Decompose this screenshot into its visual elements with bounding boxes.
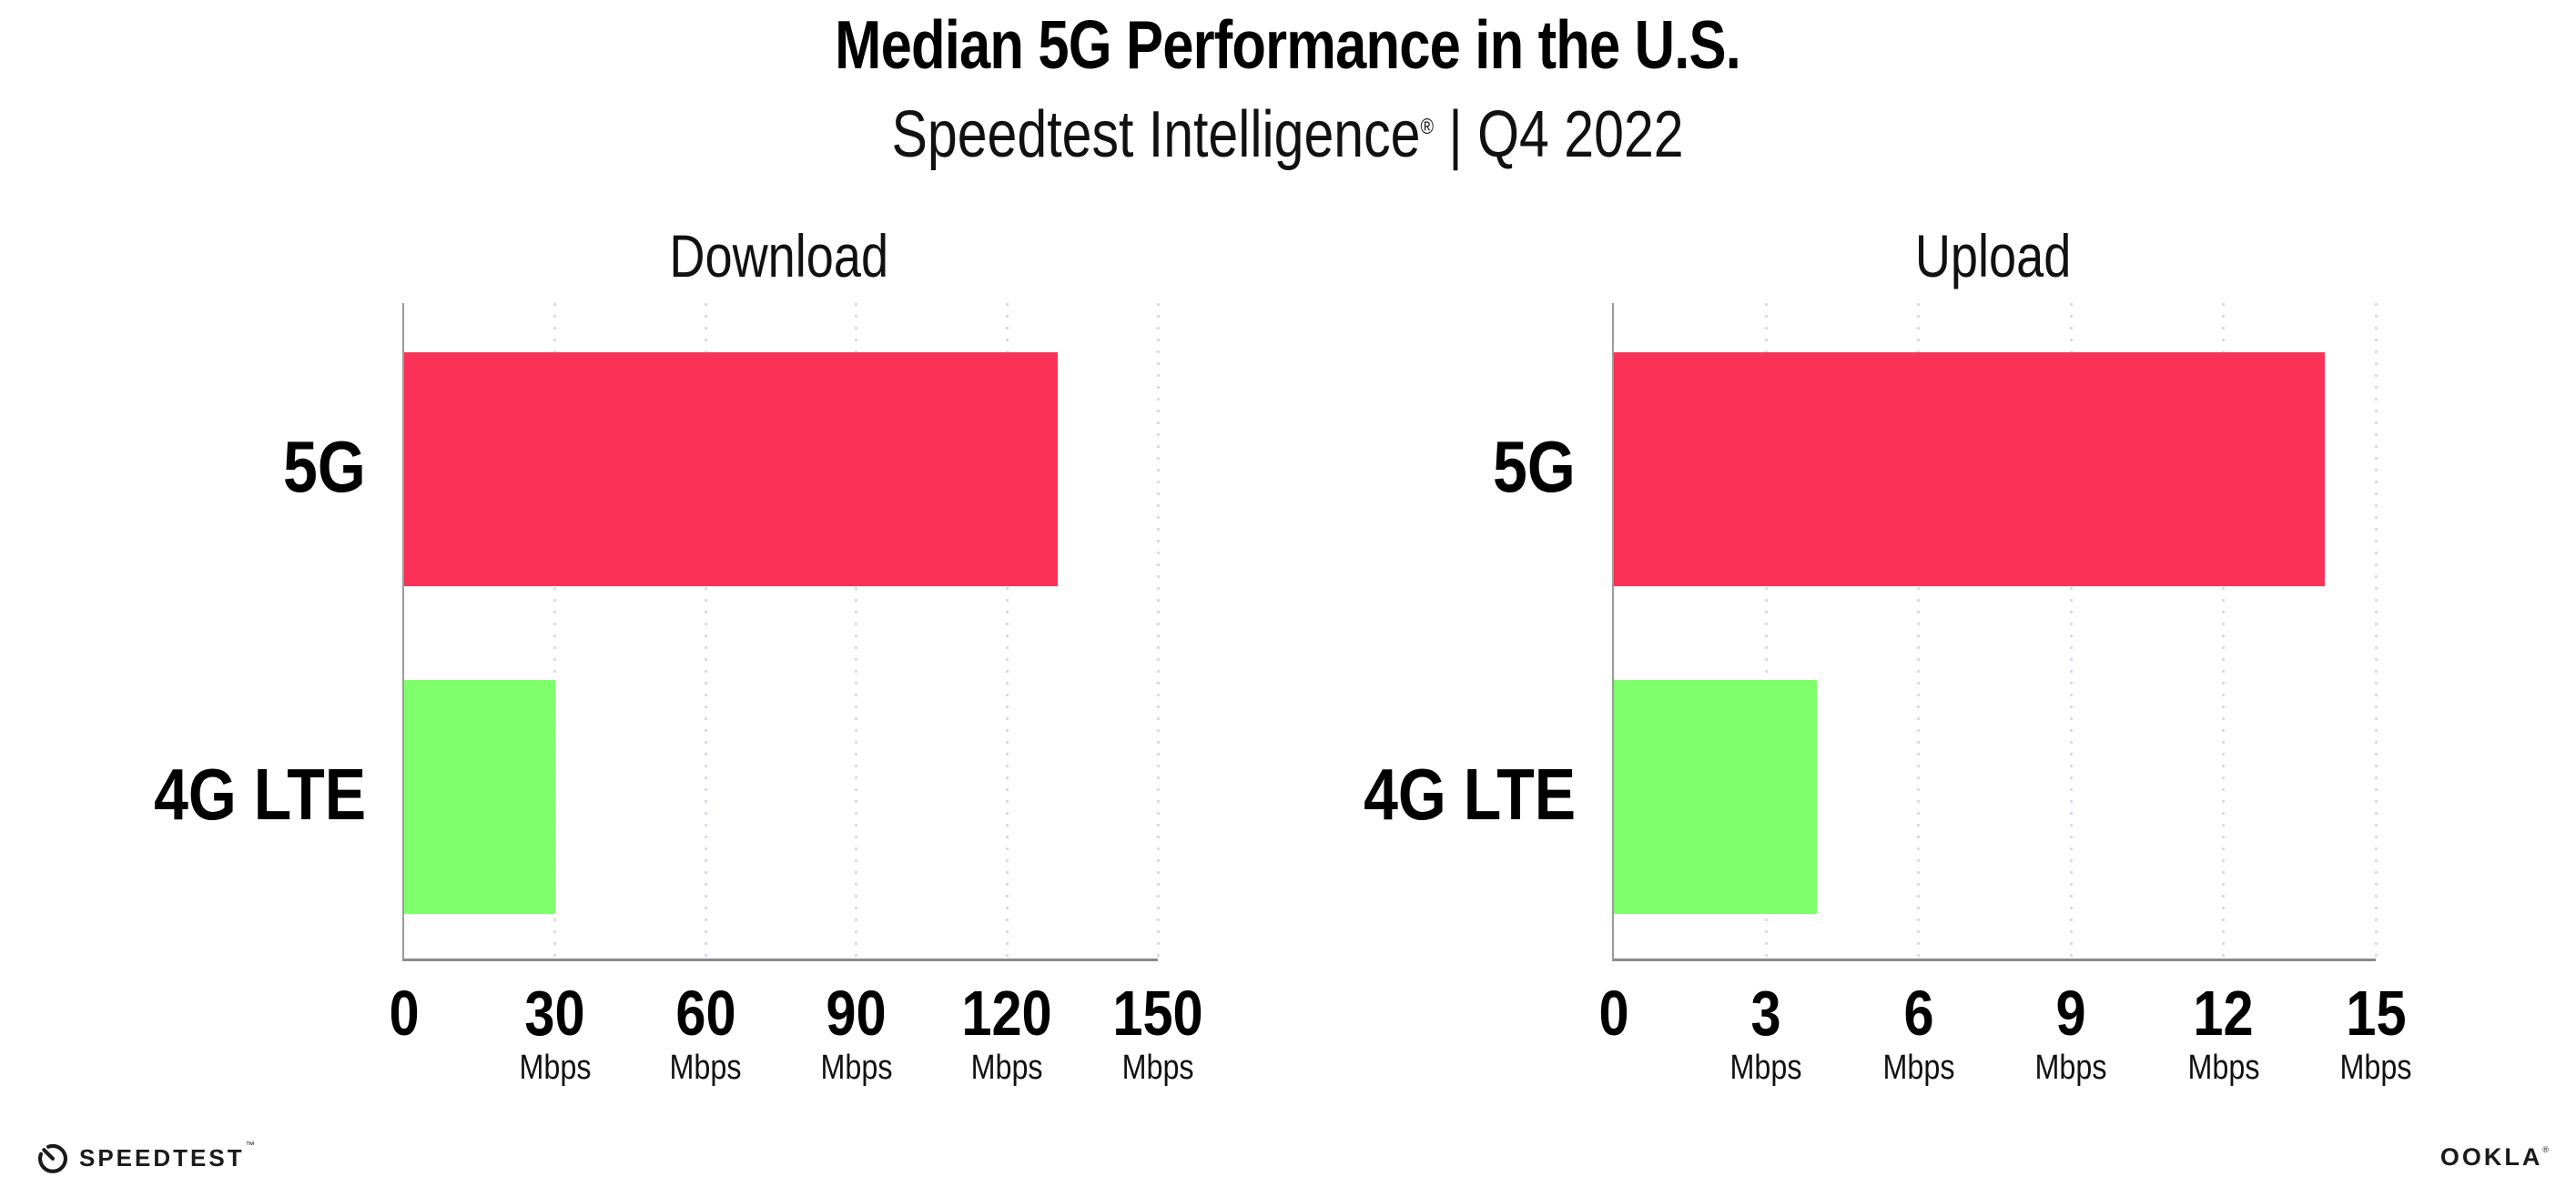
upload-plot-area: 5G 4G LTE 0 3 Mbps 6 Mbps 9 Mbps 12 Mbps 15 Mbps bbox=[1364, 303, 2411, 1085]
bar-4g-lte bbox=[404, 680, 555, 915]
speedtest-logo-text: SPEEDTEST bbox=[79, 1144, 245, 1172]
gridlines bbox=[1614, 303, 2378, 959]
x-tick-3: 3 Mbps bbox=[1730, 981, 1851, 1085]
x-tick-value: 0 bbox=[1598, 978, 1629, 1049]
category-label-5g: 5G bbox=[283, 426, 366, 507]
x-tick-unit: Mbps bbox=[519, 1049, 592, 1087]
bars bbox=[404, 303, 1158, 959]
x-tick-value: 3 bbox=[1750, 978, 1781, 1049]
x-tick-15: 15 Mbps bbox=[2340, 981, 2460, 1085]
subtitle-period: | Q4 2022 bbox=[1434, 98, 1685, 171]
page-title-text: Median 5G Performance in the U.S. bbox=[835, 6, 1742, 83]
x-tick-30: 30 Mbps bbox=[519, 981, 640, 1085]
upload-chart-title: Upload bbox=[1612, 226, 2374, 286]
x-tick-unit: Mbps bbox=[2187, 1049, 2260, 1087]
registered-mark: ® bbox=[1420, 115, 1435, 139]
gridline-90 bbox=[855, 303, 858, 959]
tick-labels: 0 3 Mbps 6 Mbps 9 Mbps 12 Mbps 15 Mbps bbox=[1598, 303, 2411, 1085]
gridline-12 bbox=[2222, 303, 2226, 959]
x-tick-0: 0 bbox=[1598, 981, 1649, 1045]
ookla-logo: OOKLA ® bbox=[2440, 1145, 2549, 1170]
x-tick-value: 12 bbox=[2193, 978, 2254, 1049]
x-tick-unit: Mbps bbox=[1121, 1049, 1194, 1087]
x-tick-value: 6 bbox=[1903, 978, 1934, 1049]
x-tick-value: 15 bbox=[2345, 978, 2407, 1049]
x-tick-150: 150 Mbps bbox=[1112, 981, 1264, 1085]
gridline-15 bbox=[2374, 303, 2378, 959]
x-tick-unit: Mbps bbox=[820, 1049, 893, 1087]
upload-chart-title-text: Upload bbox=[1914, 222, 2072, 289]
x-tick-unit: Mbps bbox=[2034, 1049, 2107, 1087]
gridline-30 bbox=[553, 303, 557, 959]
x-tick-value: 60 bbox=[675, 978, 736, 1049]
x-tick-unit: Mbps bbox=[970, 1049, 1043, 1087]
x-tick-value: 120 bbox=[961, 978, 1053, 1049]
speedtest-logo: SPEEDTEST ™ bbox=[36, 1140, 255, 1176]
x-tick-unit: Mbps bbox=[1729, 1049, 1802, 1087]
x-tick-value: 30 bbox=[524, 978, 585, 1049]
category-label-4g-lte: 4G LTE bbox=[154, 754, 366, 835]
category-label-4g-lte: 4G LTE bbox=[1364, 754, 1576, 835]
x-tick-0: 0 bbox=[389, 981, 440, 1045]
page-subtitle: Speedtest Intelligence® | Q4 2022 bbox=[0, 102, 2576, 167]
bar-4g-lte bbox=[1614, 680, 1818, 915]
speedtest-gauge-icon bbox=[37, 1143, 68, 1173]
gridline-9 bbox=[2069, 303, 2073, 959]
page-title: Median 5G Performance in the U.S. bbox=[0, 11, 2576, 79]
download-chart-title-text: Download bbox=[669, 222, 889, 289]
gridline-6 bbox=[1917, 303, 1921, 959]
bar-5g bbox=[1614, 352, 2326, 587]
page-subtitle-text: Speedtest Intelligence® | Q4 2022 bbox=[892, 102, 1684, 167]
gridline-150 bbox=[1156, 303, 1160, 959]
x-tick-value: 9 bbox=[2055, 978, 2086, 1049]
tick-labels: 0 30 Mbps 60 Mbps 90 Mbps 120 Mbps 150 Mbps bbox=[389, 303, 1202, 1085]
ookla-logo-text: OOKLA bbox=[2439, 1143, 2543, 1171]
category-labels: 5G 4G LTE bbox=[1364, 303, 2376, 959]
subtitle-brand: Speedtest Intelligence bbox=[891, 98, 1421, 171]
bars bbox=[1614, 303, 2376, 959]
x-tick-120: 120 Mbps bbox=[962, 981, 1113, 1085]
gridline-3 bbox=[1764, 303, 1768, 959]
x-tick-unit: Mbps bbox=[2339, 1049, 2412, 1087]
speedtest-trademark: ™ bbox=[245, 1141, 255, 1151]
category-labels: 5G 4G LTE bbox=[154, 303, 1158, 959]
x-tick-12: 12 Mbps bbox=[2187, 981, 2308, 1085]
x-tick-value: 150 bbox=[1112, 978, 1203, 1049]
x-tick-unit: Mbps bbox=[669, 1049, 742, 1087]
x-tick-60: 60 Mbps bbox=[670, 981, 790, 1085]
gridline-120 bbox=[1005, 303, 1009, 959]
gridlines bbox=[404, 303, 1160, 959]
bar-5g bbox=[404, 352, 1058, 587]
x-tick-9: 9 Mbps bbox=[2035, 981, 2155, 1085]
x-tick-90: 90 Mbps bbox=[820, 981, 941, 1085]
download-plot-area: 5G 4G LTE 0 30 Mbps 60 Mbps 90 Mbps 120 Mbps 150 Mb… bbox=[154, 303, 1203, 1085]
ookla-registered-mark: ® bbox=[2542, 1145, 2549, 1154]
category-label-5g: 5G bbox=[1493, 426, 1576, 507]
x-tick-6: 6 Mbps bbox=[1882, 981, 2003, 1085]
gridline-60 bbox=[704, 303, 707, 959]
x-tick-unit: Mbps bbox=[1882, 1049, 1955, 1087]
download-chart-title: Download bbox=[402, 226, 1156, 286]
x-tick-value: 0 bbox=[389, 978, 420, 1049]
x-tick-value: 90 bbox=[826, 978, 887, 1049]
